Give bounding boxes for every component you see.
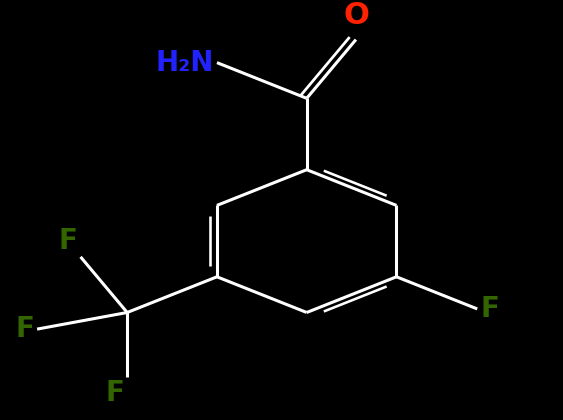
Text: F: F	[15, 315, 34, 343]
Text: F: F	[480, 295, 499, 323]
Text: H₂N: H₂N	[156, 49, 214, 76]
Text: O: O	[343, 1, 369, 30]
Text: F: F	[105, 379, 124, 407]
Text: F: F	[59, 227, 78, 255]
